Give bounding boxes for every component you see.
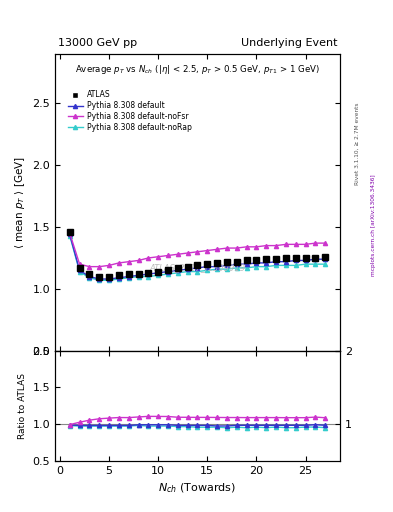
Y-axis label: $\langle$ mean $p_T$ $\rangle$ [GeV]: $\langle$ mean $p_T$ $\rangle$ [GeV] <box>13 156 27 249</box>
X-axis label: $N_{ch}$ (Towards): $N_{ch}$ (Towards) <box>158 481 237 495</box>
Y-axis label: Ratio to ATLAS: Ratio to ATLAS <box>18 373 27 439</box>
Text: ATLAS_2017_I1509919: ATLAS_2017_I1509919 <box>149 263 246 272</box>
Text: Rivet 3.1.10, ≥ 2.7M events: Rivet 3.1.10, ≥ 2.7M events <box>355 102 360 185</box>
Text: Underlying Event: Underlying Event <box>241 38 337 48</box>
Text: mcplots.cern.ch [arXiv:1306.3436]: mcplots.cern.ch [arXiv:1306.3436] <box>371 175 376 276</box>
Legend: ATLAS, Pythia 8.308 default, Pythia 8.308 default-noFsr, Pythia 8.308 default-no: ATLAS, Pythia 8.308 default, Pythia 8.30… <box>64 87 195 135</box>
Text: Average $p_T$ vs $N_{ch}$ ($|\eta|$ < 2.5, $p_T$ > 0.5 GeV, $p_{T1}$ > 1 GeV): Average $p_T$ vs $N_{ch}$ ($|\eta|$ < 2.… <box>75 62 320 76</box>
Text: 13000 GeV pp: 13000 GeV pp <box>58 38 137 48</box>
